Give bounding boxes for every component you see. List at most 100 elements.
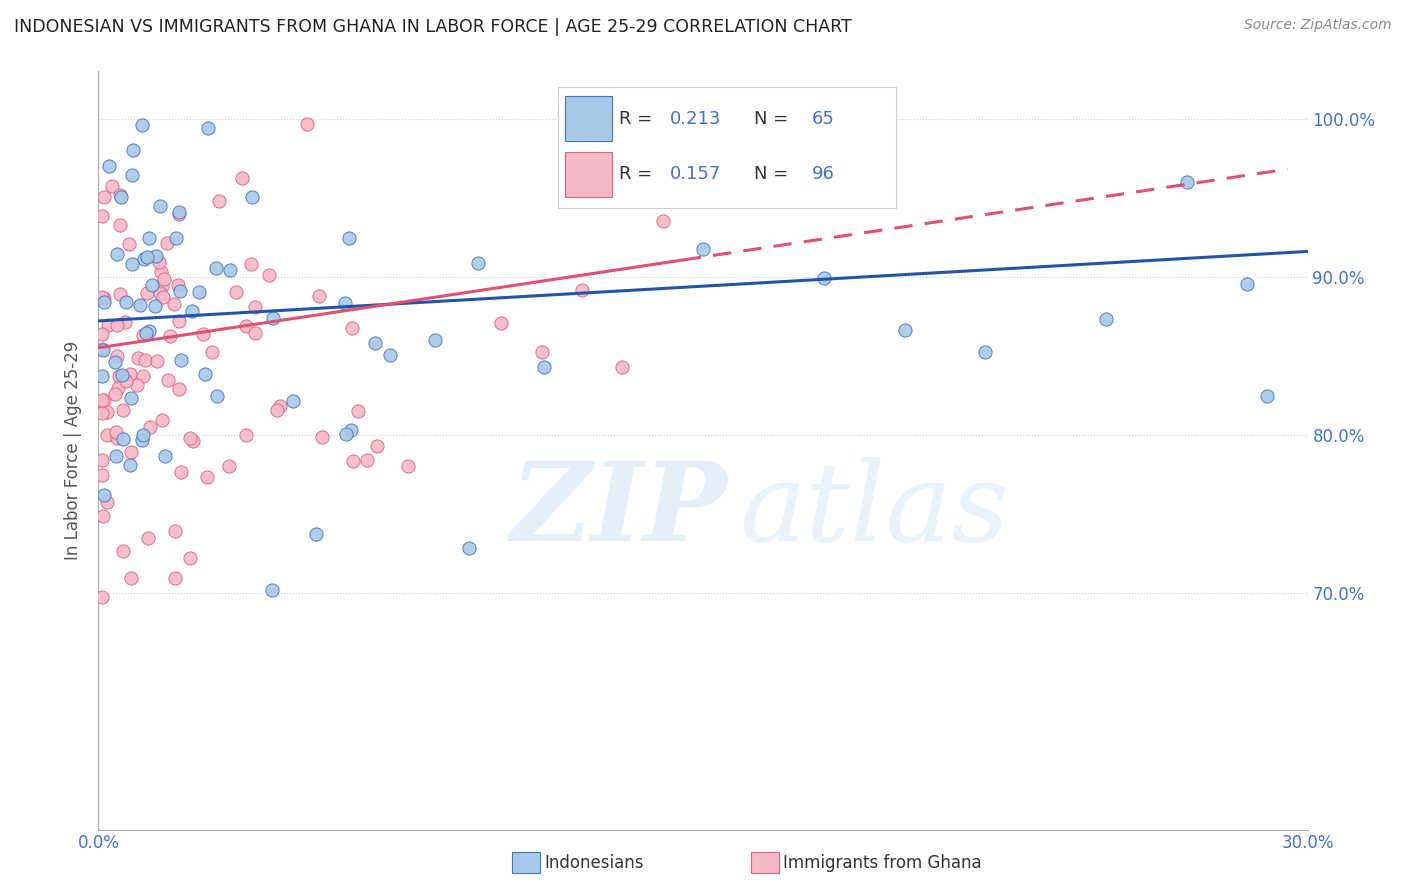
Point (134, 252, 156, 267)
Point (120, 444, 142, 458)
Point (378, 348, 401, 362)
Point (96, 494, 118, 508)
Point (91, 393, 114, 408)
Point (108, 218, 131, 232)
Text: INDONESIAN VS IMMIGRANTS FROM GHANA IN LABOR FORCE | AGE 25-29 CORRELATION CHART: INDONESIAN VS IMMIGRANTS FROM GHANA IN L… (14, 18, 852, 36)
Point (262, 583, 284, 598)
Point (114, 314, 136, 328)
Point (138, 231, 160, 245)
Point (235, 319, 257, 334)
Point (105, 318, 128, 332)
Point (201, 344, 224, 359)
Point (218, 459, 240, 474)
Point (91, 453, 114, 467)
Point (91, 342, 114, 356)
Point (149, 265, 172, 279)
Point (135, 286, 157, 301)
Point (93, 294, 115, 309)
Point (91, 290, 114, 304)
Point (167, 205, 190, 219)
Point (127, 351, 149, 365)
Point (208, 194, 231, 208)
Point (121, 257, 143, 271)
Point (167, 278, 190, 293)
Point (225, 285, 247, 300)
Point (112, 403, 135, 417)
Point (308, 288, 330, 302)
Point (458, 541, 481, 555)
Point (269, 399, 291, 413)
Point (396, 458, 419, 473)
Point (167, 207, 190, 221)
Point (342, 454, 364, 468)
Point (180, 304, 202, 318)
Point (112, 432, 135, 446)
Point (364, 336, 387, 351)
Point (91, 326, 114, 341)
Point (530, 344, 553, 359)
Point (1095, 312, 1118, 326)
Point (136, 531, 159, 545)
Point (1256, 389, 1278, 403)
Point (148, 255, 170, 269)
Point (91, 407, 114, 421)
Point (149, 199, 172, 213)
Point (266, 403, 288, 417)
Point (197, 121, 219, 136)
Point (91, 468, 114, 483)
Point (134, 326, 156, 341)
Point (170, 465, 193, 479)
Point (1175, 176, 1198, 190)
Point (179, 551, 201, 566)
Point (179, 431, 201, 445)
Point (1236, 277, 1258, 291)
Point (257, 268, 280, 283)
Point (111, 368, 134, 382)
Point (612, 359, 634, 374)
Point (93, 488, 115, 502)
Point (165, 231, 187, 245)
Point (340, 423, 363, 437)
Point (243, 326, 266, 341)
Point (108, 188, 131, 202)
Point (240, 256, 263, 270)
Point (136, 250, 159, 264)
Point (167, 314, 190, 328)
Text: Immigrants from Ghana: Immigrants from Ghana (783, 854, 981, 871)
Point (356, 453, 378, 467)
Point (104, 425, 127, 439)
Point (107, 380, 129, 394)
Point (243, 300, 266, 314)
Point (131, 327, 153, 342)
Point (169, 284, 191, 298)
Text: Source: ZipAtlas.com: Source: ZipAtlas.com (1244, 18, 1392, 32)
Point (114, 294, 136, 309)
Point (93, 343, 115, 357)
Point (152, 290, 174, 304)
Point (974, 344, 997, 359)
Point (122, 144, 145, 158)
Point (467, 256, 489, 270)
Point (110, 190, 132, 204)
Point (240, 189, 263, 203)
Point (235, 427, 257, 442)
Point (335, 427, 357, 442)
Point (423, 333, 446, 347)
Point (149, 285, 172, 300)
Point (138, 420, 160, 434)
Point (165, 571, 187, 585)
Point (141, 277, 163, 292)
Point (104, 449, 127, 463)
Point (104, 386, 127, 401)
Point (167, 382, 190, 396)
Point (297, 117, 319, 131)
Point (163, 297, 186, 311)
Point (311, 430, 333, 444)
Y-axis label: In Labor Force | Age 25-29: In Labor Force | Age 25-29 (65, 341, 83, 560)
Point (281, 393, 304, 408)
Point (692, 243, 714, 257)
Point (893, 323, 915, 337)
Point (335, 296, 357, 310)
Point (157, 372, 180, 386)
Point (153, 449, 176, 463)
